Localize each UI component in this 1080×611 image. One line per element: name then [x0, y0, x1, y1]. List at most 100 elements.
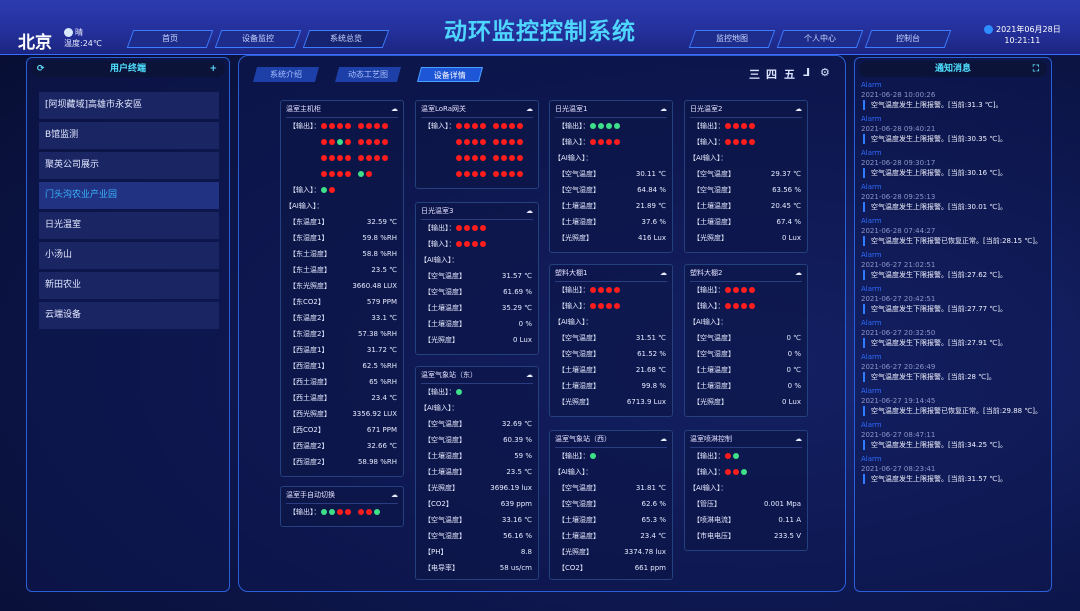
add-icon[interactable]: +: [209, 64, 217, 74]
status-dot-off: [589, 139, 596, 145]
alarm-item[interactable]: Alarm 2021-06-28 07:44:27 空气温度发生下限报警已恢复正常。…: [861, 216, 1043, 246]
ai-input-label: 【AI输入】：: [554, 468, 593, 476]
sidebar-item[interactable]: 聚英公司展示: [39, 152, 219, 179]
tab-device-details[interactable]: 设备详情: [416, 67, 484, 82]
alarm-item[interactable]: Alarm 2021-06-28 10:00:26 空气温度发生上限报警。[当前:3…: [861, 80, 1043, 110]
status-dot-on: [740, 469, 747, 475]
outputs-label: 【输出】：: [289, 122, 321, 130]
alarm-item[interactable]: Alarm 2021-06-27 08:47:11 空气温度发生上限报警。[当前:3…: [861, 420, 1043, 450]
alarm-time: 2021-06-28 10:00:26: [861, 91, 936, 99]
tab-system-intro[interactable]: 系统介绍: [252, 67, 320, 82]
status-dot-off: [613, 287, 620, 293]
cloud-icon[interactable]: ☁: [795, 435, 802, 443]
io-row: 【输出】：: [281, 118, 403, 134]
status-dot-off: [724, 303, 731, 309]
status-dot-on: [732, 453, 739, 459]
nav-monitor-map[interactable]: 监控地图: [688, 30, 776, 48]
layout-5-columns-icon[interactable]: 五: [784, 68, 795, 81]
device-card: 日光温室1 ☁ 【输出】： 【输入】： 【AI输入】： 【空气温度】 30.11 ℃ 【空气湿…: [549, 100, 673, 253]
status-dot-off: [344, 171, 351, 177]
cloud-icon[interactable]: ☁: [526, 105, 533, 113]
io-row: 【输出】：: [416, 384, 538, 400]
sensor-value: 30.11 ℃: [635, 170, 666, 178]
cloud-icon[interactable]: ☁: [391, 105, 398, 113]
sidebar-item[interactable]: 新田农业: [39, 272, 219, 299]
page-title: 动环监控控制系统: [444, 19, 636, 45]
sensor-row: 【东湿度1】 59.8 %RH: [281, 230, 403, 246]
panel-title: 通知消息: [934, 64, 971, 74]
sensor-name: 【西温度1】: [289, 346, 329, 354]
cloud-icon[interactable]: ☁: [795, 269, 802, 277]
status-dot-off: [748, 123, 755, 129]
status-dot-off: [508, 123, 515, 129]
status-dot-off: [613, 139, 620, 145]
layout-3-columns-icon[interactable]: 三: [749, 68, 760, 81]
alarm-tag: Alarm: [861, 183, 882, 191]
status-dot-off: [508, 139, 515, 145]
nav-device-monitor[interactable]: 设备监控: [214, 30, 302, 48]
nav-console[interactable]: 控制台: [864, 30, 952, 48]
sidebar-item[interactable]: 小汤山: [39, 242, 219, 269]
card-title-text: 塑料大棚1: [555, 269, 588, 277]
cloud-icon[interactable]: ☁: [526, 207, 533, 215]
sensor-value: 56.16 %: [503, 532, 532, 540]
indicator-dots: [320, 134, 388, 150]
cloud-icon[interactable]: ☁: [795, 105, 802, 113]
tab-process-diagram[interactable]: 动态工艺图: [334, 67, 402, 82]
sidebar-item[interactable]: B馆监测: [39, 122, 219, 149]
layout-4-columns-icon[interactable]: 四: [766, 68, 777, 81]
nav-personal-center[interactable]: 个人中心: [776, 30, 864, 48]
cloud-icon[interactable]: ☁: [660, 269, 667, 277]
indicator-dots: [320, 504, 380, 520]
alarm-time: 2021-06-28 09:25:13: [861, 193, 936, 201]
alarm-item[interactable]: Alarm 2021-06-27 20:42:51 空气温度发生下限报警。[当前:2…: [861, 284, 1043, 314]
alarm-item[interactable]: Alarm 2021-06-27 20:26:49 空气温度发生下限报警。[当前:2…: [861, 352, 1043, 382]
sensor-value: 0 %: [787, 382, 801, 390]
nav-system-overview[interactable]: 系统总览: [302, 30, 390, 48]
alarm-item[interactable]: Alarm 2021-06-27 08:23:41 空气温度发生上限报警。[当前:3…: [861, 454, 1043, 484]
outputs-label: 【输出】：: [424, 224, 456, 232]
cloud-icon[interactable]: ☁: [526, 371, 533, 379]
sidebar-item[interactable]: [阿坝藏域]高雄市永安區: [39, 92, 219, 119]
sensor-value: 62.6 %: [641, 500, 666, 508]
outputs-label: 【输出】：: [289, 508, 321, 516]
refresh-icon[interactable]: ⟳: [37, 64, 45, 74]
status-dot-off: [373, 139, 380, 145]
cloud-icon[interactable]: ☁: [660, 105, 667, 113]
indicator-dots: [724, 464, 747, 480]
sidebar-item[interactable]: 日光温室: [39, 212, 219, 239]
alarm-item[interactable]: Alarm 2021-06-27 21:02:51 空气温度发生下限报警。[当前:2…: [861, 250, 1043, 280]
alarm-item[interactable]: Alarm 2021-06-28 09:25:13 空气温度发生上限报警。[当前:3…: [861, 182, 1043, 212]
card-title-text: 温室LoRa网关: [421, 105, 467, 113]
sort-icon[interactable]: ⅃: [803, 66, 811, 79]
alarm-item[interactable]: Alarm 2021-06-27 20:32:50 空气温度发生下限报警。[当前:2…: [861, 318, 1043, 348]
sidebar-item[interactable]: 云端设备: [39, 302, 219, 329]
indicator-dots: [724, 448, 739, 464]
alarm-list[interactable]: Alarm 2021-06-28 10:00:26 空气温度发生上限报警。[当前:3…: [861, 80, 1043, 581]
alarm-item[interactable]: Alarm 2021-06-28 09:30:17 空气温度发生上限报警。[当前:3…: [861, 148, 1043, 178]
alarm-item[interactable]: Alarm 2021-06-28 09:40:21 空气温度发生上限报警。[当前:3…: [861, 114, 1043, 144]
sidebar-item[interactable]: 门头沟农业产业园: [39, 182, 219, 209]
nav-home[interactable]: 首页: [126, 30, 214, 48]
status-dot-off: [455, 225, 462, 231]
alarm-time: 2021-06-27 20:26:49: [861, 363, 936, 371]
io-row: 【输出】：: [281, 134, 403, 150]
settings-gear-icon[interactable]: ⚙: [820, 66, 830, 79]
sensor-row: 【空气湿度】 61.52 %: [550, 346, 672, 362]
nav-label: 设备监控: [242, 34, 274, 43]
sensor-name: 【空气湿度】: [424, 436, 466, 444]
indicator-dots: [455, 384, 462, 400]
sensor-value: 0 Lux: [781, 234, 801, 242]
alarm-item[interactable]: Alarm 2021-06-27 19:14:45 空气温度发生上限报警已恢复正常。…: [861, 386, 1043, 416]
cloud-icon[interactable]: ☁: [660, 435, 667, 443]
cloud-icon[interactable]: ☁: [391, 491, 398, 499]
sensor-row: 【西CO2】 671 PPM: [281, 422, 403, 438]
sensor-name: 【PH】: [424, 548, 448, 556]
status-dot-off: [479, 155, 486, 161]
fullscreen-icon[interactable]: ⛶: [1032, 64, 1039, 74]
status-dot-on: [320, 187, 327, 193]
card-title: 塑料大棚1 ☁: [555, 265, 667, 282]
outputs-label: 【输出】：: [558, 286, 590, 294]
sensor-row: 【东土温度】 23.5 ℃: [281, 262, 403, 278]
status-dot-off: [479, 123, 486, 129]
